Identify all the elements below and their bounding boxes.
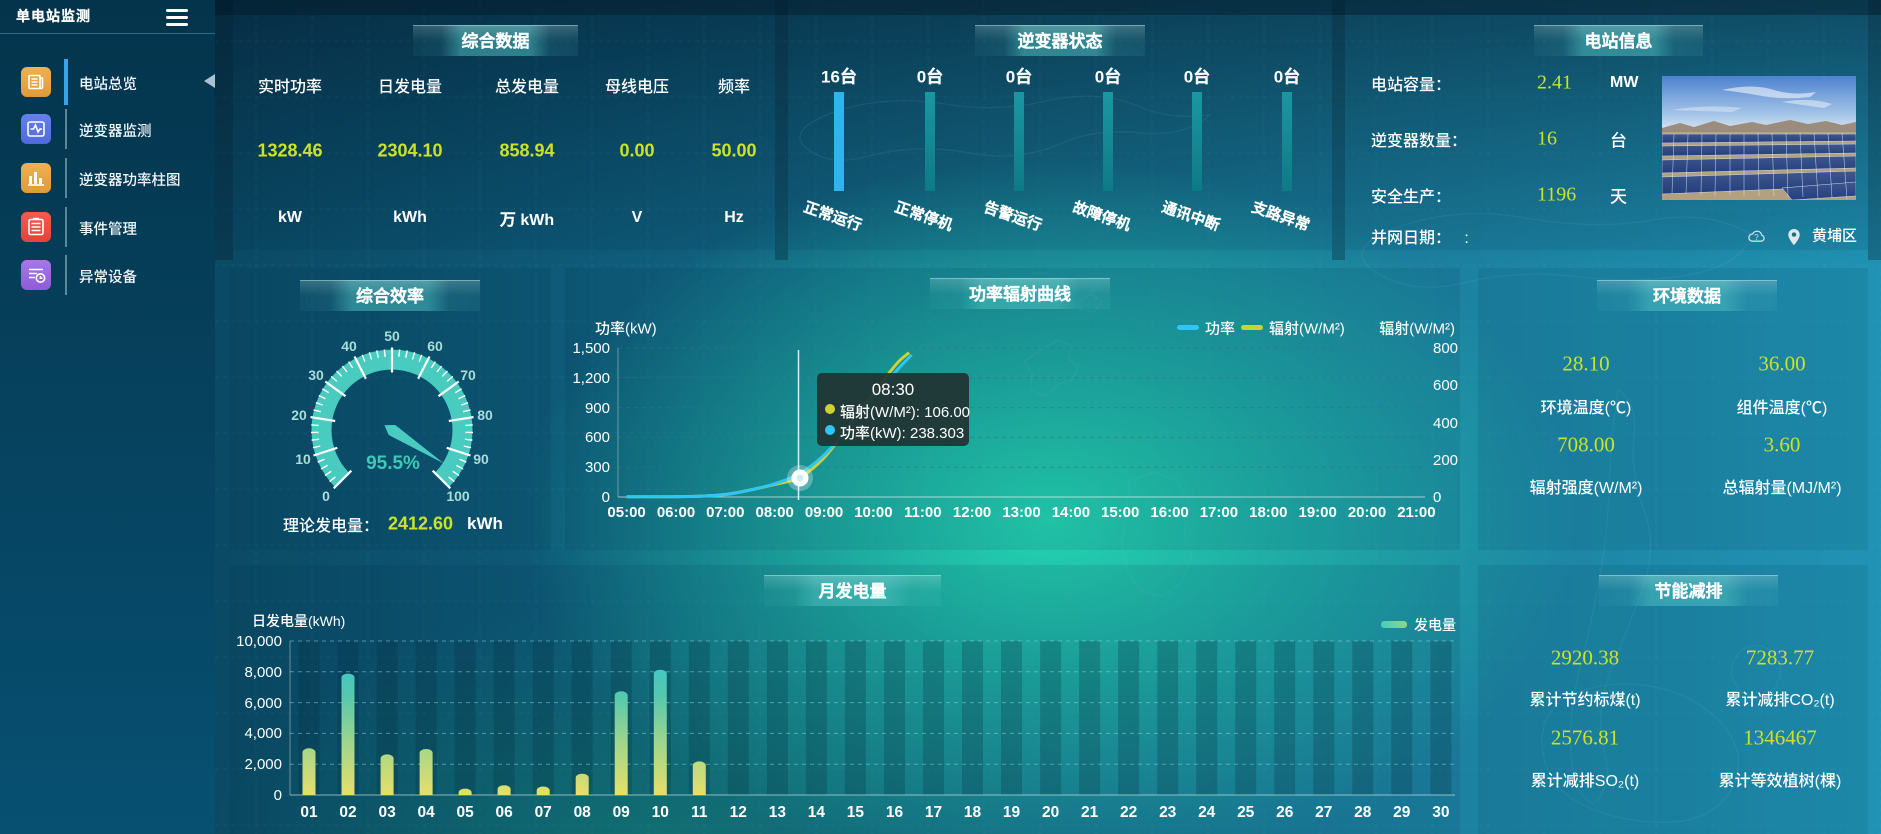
svg-text:95.5%: 95.5% xyxy=(366,453,420,474)
svg-text:30: 30 xyxy=(1432,804,1449,821)
svg-text:70: 70 xyxy=(460,367,476,383)
svg-text:08: 08 xyxy=(574,804,592,821)
svg-text:18: 18 xyxy=(964,804,982,821)
svg-text:20: 20 xyxy=(291,407,307,423)
svg-text:8,000: 8,000 xyxy=(244,664,282,681)
svg-text:14:00: 14:00 xyxy=(1052,504,1090,521)
svg-text:05:00: 05:00 xyxy=(607,504,645,521)
svg-text:0: 0 xyxy=(322,488,330,504)
svg-text:900: 900 xyxy=(585,400,610,417)
svg-text:11:00: 11:00 xyxy=(904,504,942,521)
svg-text:13: 13 xyxy=(769,804,787,821)
svg-text:02: 02 xyxy=(339,804,356,821)
svg-text:10: 10 xyxy=(652,804,669,821)
svg-text:600: 600 xyxy=(585,429,610,446)
svg-text:1,200: 1,200 xyxy=(572,370,610,387)
svg-text:100: 100 xyxy=(446,488,470,504)
svg-text:19:00: 19:00 xyxy=(1299,504,1337,521)
svg-text:01: 01 xyxy=(300,804,318,821)
svg-text:08:00: 08:00 xyxy=(756,504,794,521)
svg-text:10:00: 10:00 xyxy=(854,504,892,521)
svg-text:0: 0 xyxy=(602,489,610,506)
svg-text:22: 22 xyxy=(1120,804,1137,821)
svg-text:20: 20 xyxy=(1042,804,1059,821)
svg-text:21:00: 21:00 xyxy=(1397,504,1435,521)
svg-text:13:00: 13:00 xyxy=(1002,504,1040,521)
svg-text:11: 11 xyxy=(691,804,708,821)
svg-text:07: 07 xyxy=(535,804,552,821)
svg-text:24: 24 xyxy=(1198,804,1216,821)
svg-text:600: 600 xyxy=(1433,377,1458,394)
svg-text:10: 10 xyxy=(295,451,311,467)
svg-text:6,000: 6,000 xyxy=(244,695,282,712)
svg-text:10,000: 10,000 xyxy=(236,633,282,650)
svg-text:17:00: 17:00 xyxy=(1200,504,1238,521)
svg-text:18:00: 18:00 xyxy=(1249,504,1287,521)
svg-text:16: 16 xyxy=(886,804,904,821)
svg-text:16:00: 16:00 xyxy=(1150,504,1188,521)
svg-text:0: 0 xyxy=(274,787,282,804)
svg-text:50: 50 xyxy=(384,328,400,344)
svg-text:300: 300 xyxy=(585,459,610,476)
svg-text:04: 04 xyxy=(417,804,435,821)
svg-text:06:00: 06:00 xyxy=(657,504,695,521)
svg-text:05: 05 xyxy=(456,804,474,821)
svg-text:12:00: 12:00 xyxy=(953,504,991,521)
svg-text:40: 40 xyxy=(341,338,357,354)
svg-text:20:00: 20:00 xyxy=(1348,504,1386,521)
svg-text:1,500: 1,500 xyxy=(572,340,610,357)
svg-text:?: ? xyxy=(1754,233,1759,242)
svg-text:4,000: 4,000 xyxy=(244,725,282,742)
svg-text:17: 17 xyxy=(925,804,942,821)
svg-text:800: 800 xyxy=(1433,340,1458,357)
svg-text:07:00: 07:00 xyxy=(706,504,744,521)
svg-text:21: 21 xyxy=(1081,804,1099,821)
svg-text:03: 03 xyxy=(378,804,396,821)
svg-text:60: 60 xyxy=(427,338,443,354)
svg-text:06: 06 xyxy=(495,804,513,821)
svg-text:14: 14 xyxy=(808,804,826,821)
svg-text:90: 90 xyxy=(473,451,489,467)
svg-text:23: 23 xyxy=(1159,804,1177,821)
svg-text:19: 19 xyxy=(1003,804,1021,821)
svg-text:27: 27 xyxy=(1315,804,1332,821)
svg-text:25: 25 xyxy=(1237,804,1255,821)
svg-text:2,000: 2,000 xyxy=(244,756,282,773)
svg-text:400: 400 xyxy=(1433,415,1458,432)
svg-text:28: 28 xyxy=(1354,804,1372,821)
svg-text:0: 0 xyxy=(1433,489,1441,506)
svg-text:26: 26 xyxy=(1276,804,1294,821)
svg-text:15:00: 15:00 xyxy=(1101,504,1139,521)
svg-text:09:00: 09:00 xyxy=(805,504,843,521)
svg-text:29: 29 xyxy=(1393,804,1411,821)
svg-text:30: 30 xyxy=(308,367,324,383)
svg-text:09: 09 xyxy=(613,804,631,821)
svg-text:80: 80 xyxy=(477,407,493,423)
svg-text:12: 12 xyxy=(730,804,747,821)
svg-text:15: 15 xyxy=(847,804,865,821)
svg-text:200: 200 xyxy=(1433,452,1458,469)
